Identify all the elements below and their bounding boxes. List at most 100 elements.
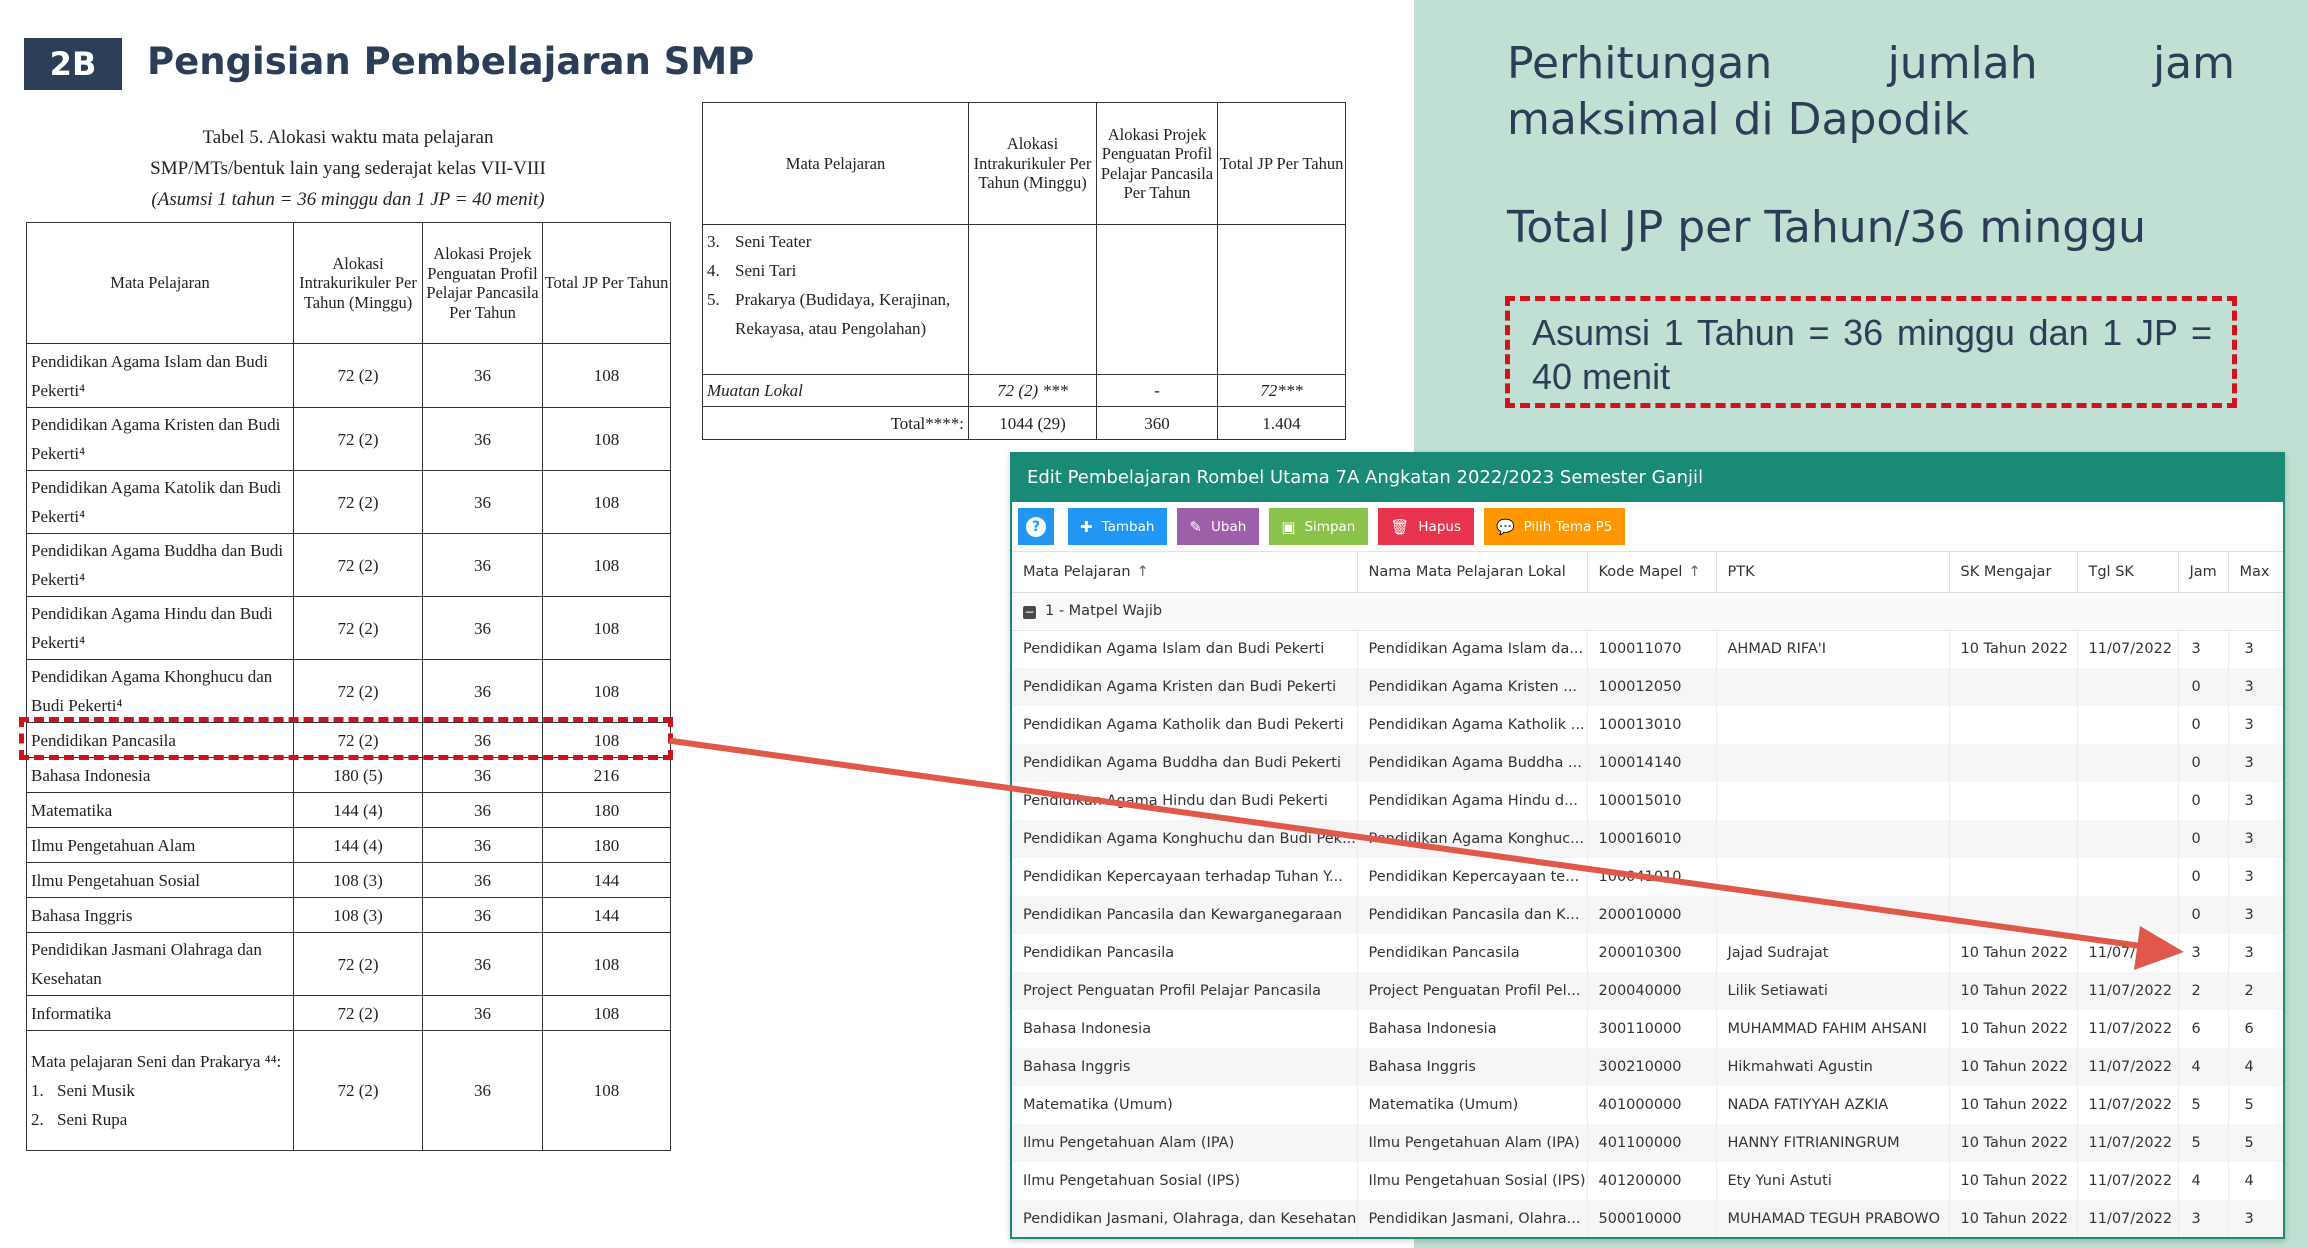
col-header-mata-pelajaran[interactable]: Mata Pelajaran ↑ [1012,552,1358,593]
cell-lokal[interactable]: Pendidikan Agama Katholik ... [1357,706,1588,744]
cell-jam[interactable]: 0 [2178,668,2229,706]
group-row[interactable]: −1 - Matpel Wajib [1012,592,2283,631]
cell-mapel[interactable]: Pendidikan Agama Kristen dan Budi Pekert… [1012,668,1358,706]
cell-jam[interactable]: 5 [2178,1086,2229,1124]
cell-kode[interactable]: 100013010 [1587,706,1717,744]
cell-jam[interactable]: 0 [2178,782,2229,820]
cell-tgl[interactable] [2077,782,2179,820]
cell-sk[interactable]: 10 Tahun 2022 [1949,1200,2078,1237]
cell-mapel[interactable]: Ilmu Pengetahuan Sosial (IPS) [1012,1162,1358,1200]
cell-kode[interactable]: 300210000 [1587,1048,1717,1086]
cell-max[interactable]: 3 [2228,782,2283,820]
cell-lokal[interactable]: Pendidikan Pancasila [1357,934,1588,972]
cell-sk[interactable] [1949,668,2078,706]
collapse-icon[interactable]: − [1023,605,1036,619]
table-row[interactable]: Bahasa Inggris Bahasa Inggris 300210000 Hik… [1012,1048,2283,1086]
cell-ptk[interactable]: Jajad Sudrajat [1716,934,1950,972]
col-header-sk-mengajar[interactable]: SK Mengajar [1949,552,2078,593]
cell-mapel[interactable]: Bahasa Inggris [1012,1048,1358,1086]
cell-ptk[interactable] [1716,706,1950,744]
cell-mapel[interactable]: Pendidikan Agama Konghuchu dan Budi Pek.… [1012,820,1358,858]
cell-max[interactable]: 6 [2228,1010,2283,1048]
cell-max[interactable]: 5 [2228,1086,2283,1124]
cell-tgl[interactable]: 11/07/2022 [2077,1048,2179,1086]
cell-tgl[interactable]: 11/07/2022 [2077,1200,2179,1237]
table-row[interactable]: Ilmu Pengetahuan Sosial (IPS) Ilmu Penget… [1012,1162,2283,1200]
cell-lokal[interactable]: Ilmu Pengetahuan Sosial (IPS) [1357,1162,1588,1200]
cell-kode[interactable]: 401200000 [1587,1162,1717,1200]
cell-jam[interactable]: 2 [2178,972,2229,1010]
cell-sk[interactable] [1949,896,2078,934]
cell-kode[interactable]: 200010300 [1587,934,1717,972]
table-row[interactable]: Pendidikan Kepercayaan terhadap Tuhan Y.… [1012,858,2283,896]
cell-lokal[interactable]: Pendidikan Agama Hindu d... [1357,782,1588,820]
cell-sk[interactable]: 10 Tahun 2022 [1949,972,2078,1010]
table-row[interactable]: Pendidikan Jasmani, Olahraga, dan Keseha… [1012,1200,2283,1237]
cell-max[interactable]: 3 [2228,744,2283,782]
cell-ptk[interactable] [1716,782,1950,820]
cell-sk[interactable] [1949,706,2078,744]
cell-mapel[interactable]: Bahasa Indonesia [1012,1010,1358,1048]
cell-max[interactable]: 3 [2228,706,2283,744]
cell-max[interactable]: 2 [2228,972,2283,1010]
cell-ptk[interactable]: MUHAMAD TEGUH PRABOWO [1716,1200,1950,1237]
table-row[interactable]: Pendidikan Agama Islam dan Budi Pekerti P… [1012,630,2283,668]
cell-sk[interactable]: 10 Tahun 2022 [1949,1162,2078,1200]
cell-max[interactable]: 4 [2228,1162,2283,1200]
cell-sk[interactable]: 10 Tahun 2022 [1949,1010,2078,1048]
cell-max[interactable]: 5 [2228,1124,2283,1162]
cell-tgl[interactable] [2077,744,2179,782]
cell-sk[interactable]: 10 Tahun 2022 [1949,1086,2078,1124]
cell-mapel[interactable]: Pendidikan Pancasila [1012,934,1358,972]
cell-kode[interactable]: 300110000 [1587,1010,1717,1048]
cell-sk[interactable] [1949,782,2078,820]
cell-lokal[interactable]: Pendidikan Agama Konghuc... [1357,820,1588,858]
cell-tgl[interactable]: 11/07/2022 [2077,1124,2179,1162]
cell-kode[interactable]: 100041010 [1587,858,1717,896]
cell-ptk[interactable]: AHMAD RIFA'I [1716,630,1950,668]
cell-tgl[interactable]: 11/07/2022 [2077,1010,2179,1048]
cell-jam[interactable]: 0 [2178,706,2229,744]
cell-lokal[interactable]: Pendidikan Agama Kristen ... [1357,668,1588,706]
cell-mapel[interactable]: Matematika (Umum) [1012,1086,1358,1124]
help-button[interactable]: ? [1018,508,1054,545]
cell-ptk[interactable] [1716,896,1950,934]
cell-mapel[interactable]: Pendidikan Agama Islam dan Budi Pekerti [1012,630,1358,668]
col-header-nama-lokal[interactable]: Nama Mata Pelajaran Lokal [1357,552,1588,593]
cell-lokal[interactable]: Pendidikan Pancasila dan K... [1357,896,1588,934]
cell-max[interactable]: 3 [2228,858,2283,896]
col-header-kode-mapel[interactable]: Kode Mapel ↑ [1587,552,1717,593]
cell-jam[interactable]: 3 [2178,934,2229,972]
cell-ptk[interactable] [1716,744,1950,782]
cell-sk[interactable] [1949,744,2078,782]
cell-ptk[interactable]: Lilik Setiawati [1716,972,1950,1010]
cell-lokal[interactable]: Bahasa Inggris [1357,1048,1588,1086]
cell-kode[interactable]: 200010000 [1587,896,1717,934]
cell-kode[interactable]: 100014140 [1587,744,1717,782]
cell-mapel[interactable]: Ilmu Pengetahuan Alam (IPA) [1012,1124,1358,1162]
cell-ptk[interactable] [1716,820,1950,858]
cell-jam[interactable]: 0 [2178,744,2229,782]
cell-tgl[interactable] [2077,896,2179,934]
cell-tgl[interactable]: 11/07/2022 [2077,630,2179,668]
cell-mapel[interactable]: Pendidikan Agama Buddha dan Budi Pekerti [1012,744,1358,782]
col-header-ptk[interactable]: PTK [1716,552,1950,593]
cell-lokal[interactable]: Project Penguatan Profil Pel... [1357,972,1588,1010]
col-header-max[interactable]: Max [2228,552,2283,593]
simpan-button[interactable]: ▣ Simpan [1269,508,1369,545]
cell-ptk[interactable] [1716,668,1950,706]
cell-jam[interactable]: 3 [2178,1200,2229,1237]
table-row[interactable]: Pendidikan Pancasila dan Kewarganegaraan… [1012,896,2283,934]
cell-jam[interactable]: 0 [2178,820,2229,858]
cell-ptk[interactable]: NADA FATIYYAH AZKIA [1716,1086,1950,1124]
table-row[interactable]: Pendidikan Agama Katholik dan Budi Peker… [1012,706,2283,744]
cell-tgl[interactable]: 11/07/2022 [2077,1162,2179,1200]
cell-max[interactable]: 3 [2228,630,2283,668]
cell-lokal[interactable]: Pendidikan Jasmani, Olahra... [1357,1200,1588,1237]
cell-sk[interactable]: 10 Tahun 2022 [1949,1048,2078,1086]
cell-mapel[interactable]: Pendidikan Pancasila dan Kewarganegaraan [1012,896,1358,934]
cell-sk[interactable]: 10 Tahun 2022 [1949,630,2078,668]
cell-sk[interactable] [1949,858,2078,896]
table-row[interactable]: Ilmu Pengetahuan Alam (IPA) Ilmu Pengetah… [1012,1124,2283,1162]
cell-jam[interactable]: 3 [2178,630,2229,668]
